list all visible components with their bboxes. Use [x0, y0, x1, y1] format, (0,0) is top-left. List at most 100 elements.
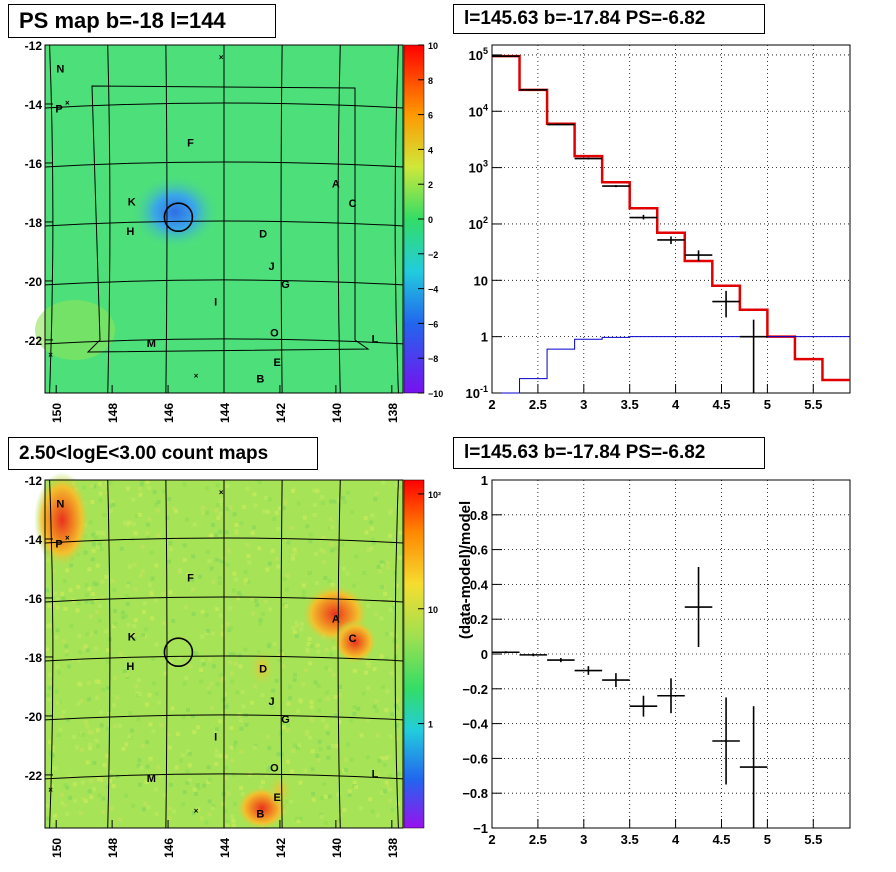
noise-pixel [293, 672, 298, 677]
noise-pixel [170, 706, 175, 711]
noise-pixel [133, 587, 138, 592]
spectrum-panel: 2 2.5 3 3.5 4 4.5 5 5.5 10-1 1 10 102 103 104 105 [466, 44, 851, 412]
noise-pixel [384, 708, 389, 713]
noise-pixel [190, 577, 195, 582]
noise-pixel [46, 653, 51, 658]
noise-pixel [258, 621, 263, 626]
noise-pixel [80, 747, 85, 752]
noise-pixel [184, 605, 189, 610]
noise-pixel [180, 802, 185, 807]
noise-pixel [90, 483, 95, 488]
noise-pixel [145, 764, 150, 769]
noise-pixel [241, 704, 246, 709]
noise-pixel [51, 596, 56, 601]
noise-pixel [316, 649, 321, 654]
noise-pixel [374, 699, 379, 704]
count-map-hotspot-e [266, 772, 294, 808]
x-tick-label: 5 [764, 397, 771, 412]
noise-pixel [59, 800, 64, 805]
noise-pixel [224, 765, 229, 770]
noise-pixel [49, 783, 54, 788]
noise-pixel [381, 480, 386, 485]
noise-pixel [60, 715, 65, 720]
noise-pixel [64, 644, 69, 649]
noise-pixel [170, 663, 175, 668]
noise-pixel [265, 509, 270, 514]
noise-pixel [133, 531, 138, 536]
noise-pixel [239, 786, 244, 791]
count-map-colorbar-ticks: 10² 10 1 [418, 490, 441, 730]
noise-pixel [377, 758, 382, 763]
noise-pixel [98, 498, 103, 503]
residuals-y-axis-label: (data-model)/model [457, 501, 474, 639]
noise-pixel [300, 621, 305, 626]
noise-pixel [55, 628, 60, 633]
source-marker: × [219, 488, 224, 497]
noise-pixel [174, 765, 179, 770]
count-map-hotspot-c [333, 620, 377, 664]
noise-pixel [72, 734, 77, 739]
noise-pixel [168, 541, 173, 546]
noise-pixel [76, 601, 81, 606]
noise-pixel [379, 756, 384, 761]
noise-pixel [187, 751, 192, 756]
x-tick-label: 146 [162, 838, 176, 858]
noise-pixel [296, 819, 301, 824]
noise-pixel [281, 506, 286, 511]
noise-pixel [246, 580, 251, 585]
y-tick-label: -12 [25, 39, 43, 53]
noise-pixel [393, 654, 398, 659]
noise-pixel [99, 710, 104, 715]
noise-pixel [366, 686, 371, 691]
noise-pixel [388, 597, 393, 602]
noise-pixel [389, 508, 394, 513]
noise-pixel [206, 628, 211, 633]
noise-pixel [264, 495, 269, 500]
noise-pixel [143, 801, 148, 806]
noise-pixel [104, 490, 109, 495]
noise-pixel [185, 573, 190, 578]
noise-pixel [137, 512, 142, 517]
noise-pixel [61, 638, 66, 643]
noise-pixel [99, 547, 104, 552]
noise-pixel [143, 627, 148, 632]
noise-pixel [148, 756, 153, 761]
source-label: L [372, 768, 379, 780]
noise-pixel [332, 499, 337, 504]
noise-pixel [214, 557, 219, 562]
noise-pixel [95, 545, 100, 550]
count-map-hotspot-n [34, 472, 90, 568]
roi-circle [163, 202, 194, 233]
noise-pixel [55, 664, 60, 669]
noise-pixel [288, 684, 293, 689]
noise-pixel [92, 787, 97, 792]
ps-map-coordinate-grid [44, 44, 404, 394]
noise-pixel [101, 687, 106, 692]
noise-pixel [301, 583, 306, 588]
noise-pixel [90, 557, 95, 562]
noise-pixel [385, 689, 390, 694]
noise-pixel [52, 818, 57, 823]
noise-pixel [315, 581, 320, 586]
noise-pixel [209, 566, 214, 571]
y-tick-label: −0.6 [462, 751, 488, 766]
noise-pixel [66, 717, 71, 722]
noise-pixel [151, 729, 156, 734]
noise-pixel [188, 664, 193, 669]
noise-pixel [229, 745, 234, 750]
noise-pixel [131, 521, 136, 526]
noise-pixel [204, 612, 209, 617]
noise-pixel [329, 499, 334, 504]
meridian-line [280, 479, 283, 829]
noise-pixel [228, 652, 233, 657]
noise-pixel [103, 629, 108, 634]
noise-pixel [47, 603, 52, 608]
noise-pixel [313, 502, 318, 507]
spectrum-x-ticks: 2 2.5 3 3.5 4 4.5 5 5.5 [488, 384, 822, 412]
noise-pixel [53, 765, 58, 770]
noise-pixel [131, 632, 136, 637]
noise-pixel [47, 740, 52, 745]
noise-pixel [298, 780, 303, 785]
